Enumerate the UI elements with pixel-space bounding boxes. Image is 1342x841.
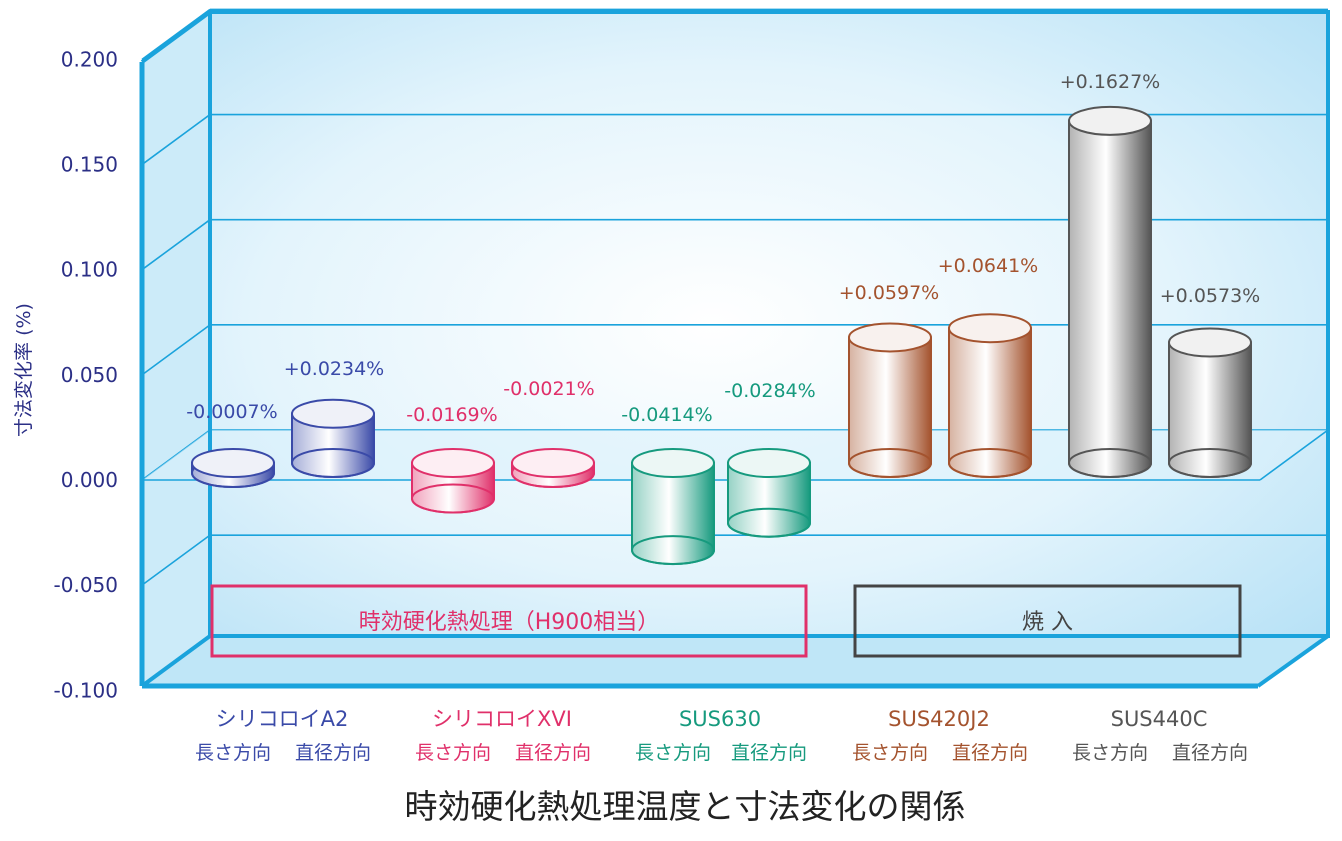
group-label: シリコロイA2 bbox=[216, 707, 349, 731]
bars: -0.0007% +0.0234% -0.0169% -0.0021% -0.0414%… bbox=[186, 71, 1260, 566]
y-tick-label: -0.100 bbox=[54, 678, 118, 702]
bar bbox=[291, 398, 375, 478]
zero-line bbox=[1259, 429, 1329, 481]
category-label: 長さ方向 bbox=[635, 742, 711, 764]
frame-border bbox=[1256, 634, 1330, 688]
chart-title: 時効硬化熱処理温度と寸法変化の関係 bbox=[405, 787, 966, 826]
bar-body bbox=[948, 327, 1032, 478]
category-label: 長さ方向 bbox=[195, 742, 271, 764]
gridline bbox=[141, 534, 211, 586]
bar-base bbox=[948, 448, 1032, 478]
bar-base bbox=[631, 535, 715, 566]
bar-top bbox=[631, 448, 715, 478]
bar bbox=[631, 448, 715, 566]
annotation-label: 焼 入 bbox=[1022, 610, 1073, 635]
data-label: -0.0021% bbox=[503, 378, 594, 400]
bar-top bbox=[948, 313, 1032, 344]
annotation-box bbox=[210, 584, 808, 658]
data-label: +0.0597% bbox=[839, 282, 939, 304]
data-label: +0.0234% bbox=[284, 358, 384, 380]
bar-base bbox=[411, 483, 495, 514]
group-label: シリコロイXVI bbox=[432, 707, 572, 731]
bar bbox=[848, 322, 932, 478]
gridline bbox=[141, 113, 211, 166]
category-label: 直径方向 bbox=[295, 742, 371, 764]
data-label: -0.0007% bbox=[186, 401, 277, 423]
floor bbox=[142, 636, 1328, 686]
data-label: -0.0169% bbox=[406, 404, 497, 426]
bar-body bbox=[1168, 341, 1252, 478]
bar-top bbox=[1168, 327, 1252, 358]
bar bbox=[511, 448, 595, 488]
bar bbox=[1068, 105, 1152, 478]
bar bbox=[191, 448, 275, 488]
bar-base bbox=[291, 448, 375, 478]
gridline bbox=[141, 8, 211, 61]
y-tick-label: 0.200 bbox=[61, 47, 118, 71]
bar bbox=[1168, 327, 1252, 478]
bar bbox=[411, 448, 495, 514]
bar-body bbox=[848, 336, 932, 478]
gridline bbox=[141, 324, 211, 376]
frame-border bbox=[140, 10, 212, 64]
annotation-label: 時効硬化熱処理（H900相当） bbox=[359, 610, 660, 635]
category-label: 直径方向 bbox=[515, 742, 591, 764]
category-label: 長さ方向 bbox=[1072, 742, 1148, 764]
y-tick-label: 0.000 bbox=[61, 468, 118, 492]
group-label: SUS420J2 bbox=[888, 707, 990, 731]
data-label: +0.0573% bbox=[1160, 285, 1260, 307]
category-label: 直径方向 bbox=[1172, 742, 1248, 764]
annotation-boxes: 時効硬化熱処理（H900相当） 焼 入 bbox=[210, 584, 1242, 658]
data-label: +0.1627% bbox=[1060, 71, 1160, 93]
y-tick-label: 0.100 bbox=[61, 258, 118, 282]
category-label: 長さ方向 bbox=[852, 742, 928, 764]
category-label: 長さ方向 bbox=[415, 742, 491, 764]
bar-body bbox=[631, 462, 715, 566]
category-label: 直径方向 bbox=[952, 742, 1028, 764]
bar bbox=[948, 313, 1032, 478]
bar-top bbox=[511, 448, 595, 478]
bar-top bbox=[191, 448, 275, 478]
bar-top bbox=[291, 398, 375, 429]
y-tick-label: -0.050 bbox=[54, 573, 118, 597]
bar bbox=[727, 448, 811, 538]
group-label: SUS630 bbox=[679, 707, 761, 731]
annotation-box bbox=[853, 584, 1242, 658]
data-label: -0.0284% bbox=[724, 380, 815, 402]
y-tick-label: 0.050 bbox=[61, 363, 118, 387]
bar-top bbox=[727, 448, 811, 478]
bar-top bbox=[1068, 105, 1152, 136]
bar-base bbox=[1168, 448, 1252, 478]
data-label: -0.0414% bbox=[621, 404, 712, 426]
back-wall bbox=[210, 12, 1328, 636]
bar-base bbox=[1068, 448, 1152, 478]
y-axis-label: 寸法変化率 (%) bbox=[13, 303, 35, 437]
frame-border bbox=[208, 10, 1330, 638]
bar-body bbox=[1068, 119, 1152, 478]
frame-border bbox=[140, 634, 212, 688]
bar-top bbox=[848, 322, 932, 353]
y-tick-label: 0.150 bbox=[61, 153, 118, 177]
category-label: 直径方向 bbox=[731, 742, 807, 764]
gridline bbox=[141, 219, 211, 271]
bar-base bbox=[848, 448, 932, 478]
y-axis: 0.200 0.150 0.100 0.050 0.000 -0.050 -0.100 bbox=[54, 47, 118, 702]
group-label: SUS440C bbox=[1111, 707, 1208, 731]
bar-top bbox=[411, 448, 495, 478]
data-label: +0.0641% bbox=[938, 255, 1038, 277]
bar-base bbox=[727, 507, 811, 538]
